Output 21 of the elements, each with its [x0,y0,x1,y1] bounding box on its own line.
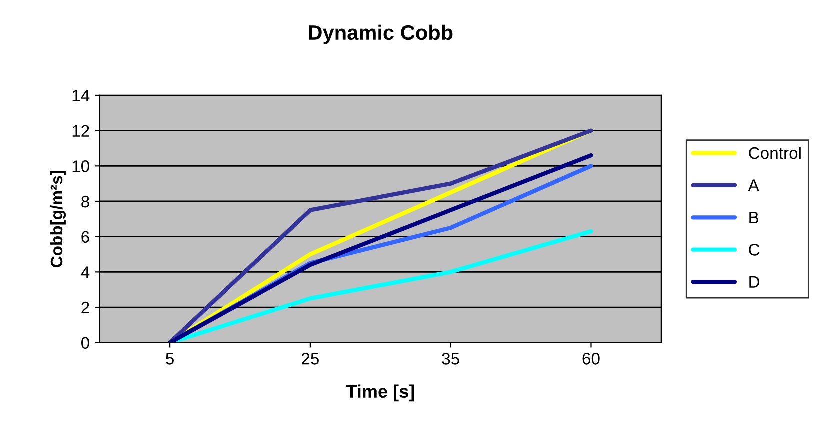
legend-label: C [749,244,760,256]
y-tick-label: 0 [82,337,90,350]
x-tick-label: 25 [302,353,320,365]
y-tick-label: 12 [72,125,90,137]
x-tick-label: 5 [166,353,174,365]
legend-label: D [750,276,760,288]
y-tick-label: 14 [72,90,90,102]
x-tick-label: 35 [442,353,460,365]
x-axis-title: Time [s] [346,384,414,402]
y-tick-label: 2 [82,302,90,314]
legend-label: B [750,212,759,224]
chart-title: Dynamic Cobb [309,24,453,44]
legend-label: A [748,180,760,192]
y-axis-title: Cobb[g/m²s] [50,171,66,268]
line-series [168,229,594,343]
y-tick-label: 6 [82,231,90,244]
legend-label: Control [749,146,801,160]
y-tick-label: 10 [72,160,90,172]
x-tick-label: 60 [582,353,600,365]
y-tick-label: 8 [82,196,90,208]
y-tick-label: 4 [81,266,90,278]
